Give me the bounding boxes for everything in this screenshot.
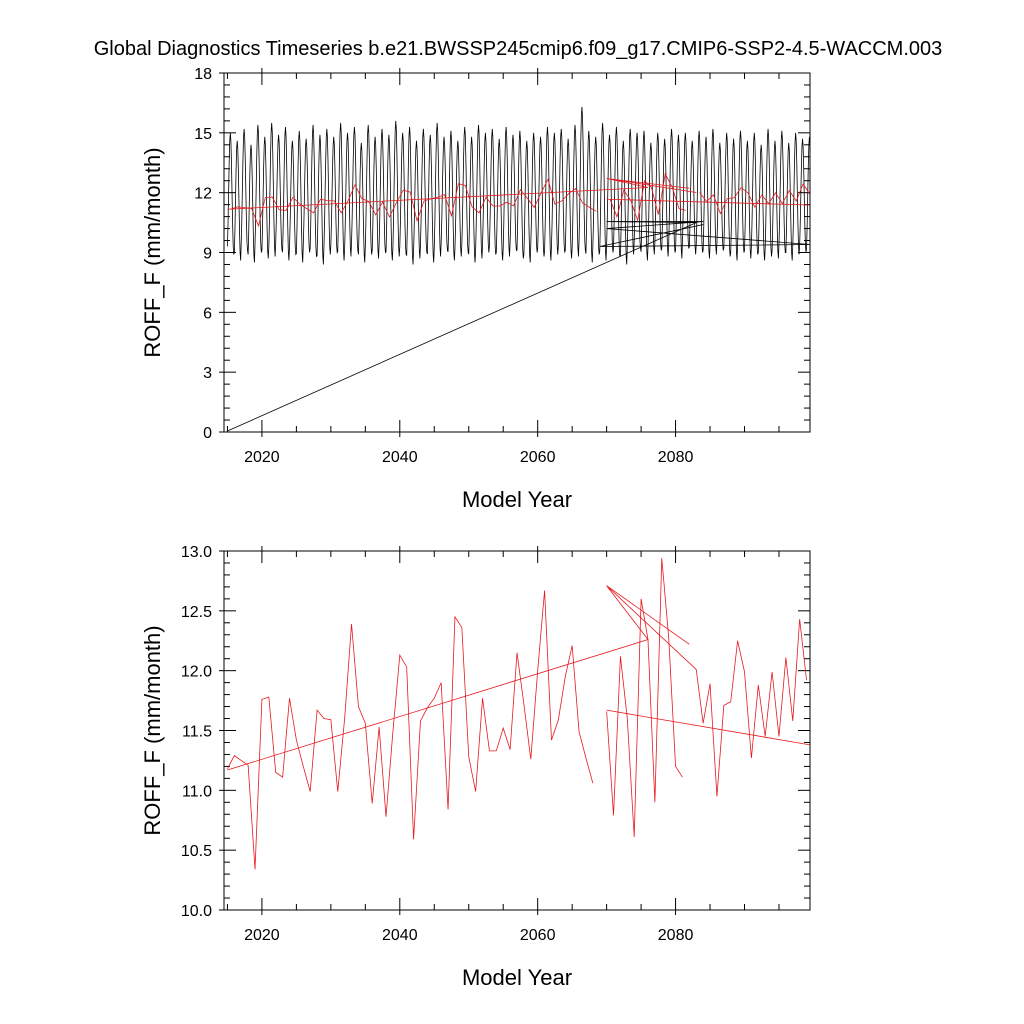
series-line — [699, 183, 810, 215]
series-line — [227, 585, 697, 771]
y-tick-label: 12.0 — [181, 664, 212, 681]
y-axis-label: ROFF_F (mm/month) — [140, 147, 165, 357]
plot-frame — [223, 550, 811, 911]
series-line — [227, 178, 697, 210]
y-tick-label: 10.5 — [181, 843, 212, 860]
plot-frame — [223, 72, 811, 433]
y-tick-label: 12 — [194, 186, 212, 203]
x-tick-label: 2040 — [382, 927, 418, 944]
y-tick-label: 3 — [203, 365, 212, 382]
series-line — [227, 590, 594, 870]
series-line — [606, 198, 810, 206]
x-tick-label: 2080 — [658, 927, 694, 944]
series-line — [606, 558, 683, 838]
series-line — [609, 172, 687, 222]
series-line — [227, 221, 810, 432]
series-line — [230, 178, 597, 228]
plot-area — [227, 558, 810, 870]
monthly-panel: 2020 2040 2060 2080 0 3 6 9 12 15 18 Model Year ROFF… — [140, 66, 811, 512]
series-line — [695, 619, 807, 797]
y-tick-label: 6 — [203, 305, 212, 322]
x-axis-label: Model Year — [462, 487, 572, 512]
y-tick-label: 9 — [203, 246, 212, 263]
x-tick-label: 2080 — [658, 449, 694, 466]
y-tick-label: 0 — [203, 425, 212, 442]
y-tick-label: 18 — [194, 66, 212, 83]
plot-area — [227, 106, 810, 432]
y-tick-label: 11.0 — [182, 783, 212, 800]
x-tick-label: 2060 — [520, 449, 556, 466]
x-axis-label: Model Year — [462, 965, 572, 990]
series-line — [606, 709, 810, 746]
y-tick-label: 15 — [194, 126, 212, 143]
y-tick-label: 11.5 — [182, 724, 212, 741]
x-tick-label: 2020 — [244, 449, 280, 466]
y-tick-label: 10.0 — [181, 903, 212, 920]
y-tick-label: 13.0 — [181, 544, 212, 561]
annual-panel: 2020 2040 2060 2080 10.0 10.5 11.0 11.5 12.0 12.5… — [140, 544, 811, 990]
x-tick-label: 2060 — [520, 927, 556, 944]
y-tick-label: 12.5 — [181, 604, 212, 621]
y-axis-label: ROFF_F (mm/month) — [140, 625, 165, 835]
figure-title: Global Diagnostics Timeseries b.e21.BWSS… — [94, 38, 943, 60]
x-tick-label: 2040 — [382, 449, 418, 466]
x-tick-label: 2020 — [244, 927, 280, 944]
series-line — [227, 106, 810, 265]
